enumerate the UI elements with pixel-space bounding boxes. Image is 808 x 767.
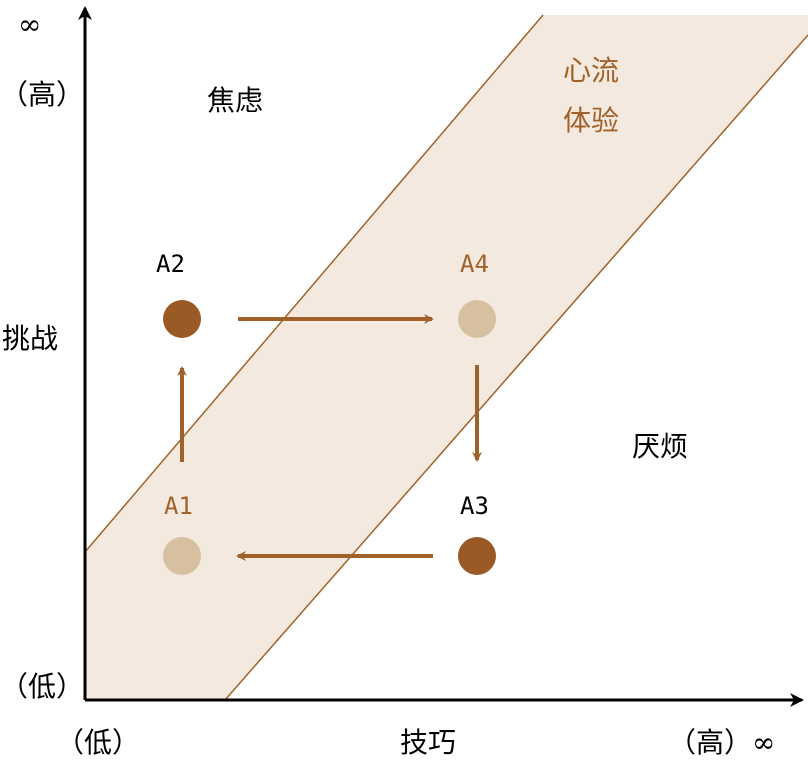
point-a4-dot — [458, 300, 496, 338]
x-axis-high-label: （高）∞ — [668, 726, 775, 759]
flow-channel-band — [85, 15, 808, 700]
point-a2-label: A2 — [156, 250, 185, 278]
anxiety-region-label: 焦虑 — [207, 84, 263, 117]
point-a1-label: A1 — [164, 492, 193, 520]
point-a2-dot — [163, 300, 201, 338]
point-a3-label: A3 — [460, 492, 489, 520]
flow-channel-lower-edge — [224, 34, 808, 701]
x-axis-label: 技巧 — [400, 726, 456, 759]
point-a4-label: A4 — [460, 250, 489, 278]
y-axis-label: 挑战 — [2, 322, 58, 355]
boredom-region-label: 厌烦 — [632, 430, 688, 463]
point-a3-dot — [458, 537, 496, 575]
flow-channel-upper-edge — [84, 14, 544, 553]
y-axis-infinity: ∞ — [18, 8, 41, 41]
point-a1-dot — [163, 537, 201, 575]
flow-region-label-line1: 心流 — [563, 54, 619, 87]
x-axis-low-label: （低） — [56, 726, 140, 759]
y-axis-low-label: （低） — [0, 670, 84, 703]
y-axis-high-label: （高） — [0, 78, 84, 111]
flow-region-label-line2: 体验 — [563, 104, 619, 137]
